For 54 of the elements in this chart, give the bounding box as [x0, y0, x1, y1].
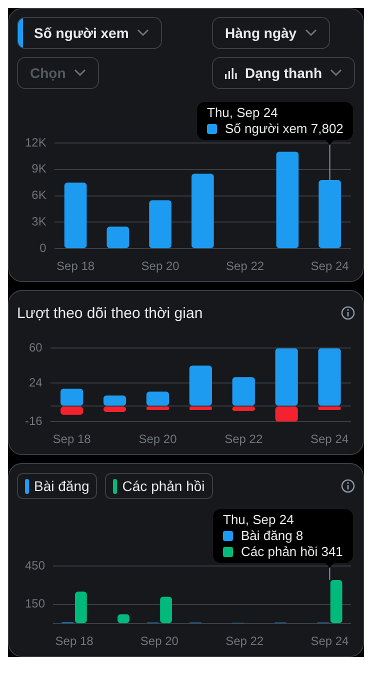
- bar: [189, 366, 212, 406]
- x-tick-label: Sep 20: [140, 634, 179, 648]
- y-tick-label: -16: [25, 414, 43, 428]
- bar: [146, 392, 170, 406]
- bar: [275, 406, 298, 422]
- y-tick-label: 60: [28, 340, 43, 355]
- text: Dạng thanh: [245, 65, 322, 81]
- y-tick-label: 450: [24, 558, 46, 572]
- bar: [103, 396, 126, 406]
- x-tick-label: Sep 18: [56, 259, 95, 274]
- annotation: Thu, Sep 24 Bài đăng 8 Các phản hồi 341: [223, 512, 343, 560]
- bar: [160, 596, 172, 624]
- x-tick-label: Sep 18: [52, 432, 92, 446]
- x-tick-label: Sep 22: [226, 634, 264, 648]
- bar: [276, 152, 299, 248]
- chart-title: Số người xem: [34, 25, 129, 41]
- bar: [64, 182, 87, 248]
- bar: [192, 174, 214, 248]
- y-tick-label: 6K: [32, 188, 46, 202]
- bar: [106, 226, 130, 248]
- bar: [189, 406, 212, 410]
- x-tick-label: Sep 24: [310, 432, 349, 446]
- annotation: Thu, Sep 24 Số người xem 7,802: [207, 105, 344, 137]
- x-tick-label: Sep 24: [310, 634, 350, 648]
- bar: [60, 388, 84, 406]
- bar: [318, 348, 341, 406]
- bar: [318, 180, 341, 248]
- x-tick-label: Sep 18: [55, 634, 94, 648]
- x-tick-label: Sep 22: [226, 259, 264, 274]
- bar: [146, 406, 170, 410]
- y-tick-label: 12K: [24, 135, 46, 150]
- y-tick-label: 150: [24, 596, 46, 611]
- text: Hàng ngày: [225, 25, 297, 41]
- bar: [275, 348, 298, 406]
- y-tick-label: 24: [28, 375, 43, 390]
- text: Chọn: [30, 65, 66, 81]
- bar: [74, 592, 87, 624]
- bar: [149, 200, 172, 248]
- bar: [232, 406, 255, 411]
- x-tick-label: Sep 20: [141, 259, 180, 274]
- bar: [103, 406, 126, 412]
- x-tick-label: Sep 22: [224, 432, 263, 446]
- bar: [330, 580, 342, 624]
- y-tick-label: 3K: [32, 214, 46, 229]
- legend-label: Các phản hồi: [122, 478, 205, 494]
- x-tick-label: Sep 20: [138, 432, 178, 446]
- x-tick-label: Sep 24: [310, 259, 350, 274]
- bar: [60, 406, 84, 415]
- chart-title: Lượt theo dõi theo thời gian: [17, 304, 203, 322]
- legend-label: Bài đăng: [34, 478, 90, 494]
- bar: [318, 406, 341, 410]
- bar: [232, 377, 255, 406]
- y-tick-label: 0: [40, 240, 47, 255]
- y-tick-label: 9K: [32, 162, 46, 176]
